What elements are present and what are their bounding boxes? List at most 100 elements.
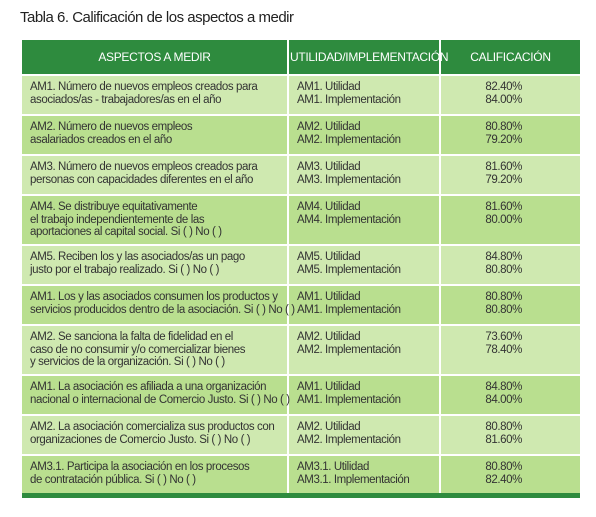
cell-line: 79.20% [485,173,522,186]
item-cell: AM5. Utilidad AM5. Implementación [287,244,441,286]
cell-line: AM4. Utilidad [297,201,361,213]
cell-line: justo por el trabajo realizado. Si ( ) N… [30,263,220,276]
cell-line: AM5. Reciben los y las asociados/as un p… [30,251,245,263]
cell-line: 73.60% [485,331,522,343]
score-cell: 80.80% 81.60% [439,414,580,456]
aspect-cell: AM2. Número de nuevos empleos asalariados… [22,114,289,156]
item-cell: AM2. Utilidad AM2. Implementación [287,414,441,456]
cell-line: AM1. Utilidad [297,291,361,303]
score-cell: 80.80% 80.80% [439,284,580,326]
cell-line: AM3. Número de nuevos empleos creados pa… [30,161,258,173]
cell-line: 84.00% [485,393,522,406]
cell-line: aportaciones al capital social. Si ( ) N… [30,226,222,238]
cell-line: AM2. La asociación comercializa sus prod… [30,421,275,433]
cell-line: 81.60% [485,161,522,173]
cell-line: AM1. Utilidad [297,81,361,93]
aspect-cell: AM2. La asociación comercializa sus prod… [22,414,289,456]
table-body: AM1. Número de nuevos empleos creados pa… [22,74,580,496]
cell-line: 81.60% [485,201,522,213]
column-header: UTILIDAD/IMPLEMENTACIÓN [287,40,449,76]
cell-line: AM5. Implementación [297,263,401,276]
item-cell: AM4. Utilidad AM4. Implementación [287,194,441,246]
cell-line: organizaciones de Comercio Justo. Si ( )… [30,433,251,446]
table-row: AM1. Los y las asociados consumen los pr… [22,284,580,326]
cell-line: 79.20% [485,133,522,146]
cell-line: AM2. Implementación [297,343,401,356]
score-cell: 80.80% 79.20% [439,114,580,156]
cell-line: AM2. Implementación [297,133,401,146]
table-row: AM5. Reciben los y las asociados/as un p… [22,244,580,286]
cell-line: 82.40% [485,81,522,93]
item-cell: AM1. Utilidad AM1. Implementación [287,374,441,416]
item-cell: AM2. Utilidad AM2. Implementación [287,114,441,156]
table: ASPECTOS A MEDIR UTILIDAD/IMPLEMENTACIÓN C… [22,40,580,498]
table-row: AM3. Número de nuevos empleos creados pa… [22,154,580,196]
cell-line: AM1. Los y las asociados consumen los pr… [30,291,278,303]
score-cell: 81.60% 79.20% [439,154,580,196]
cell-line: AM1. La asociación es afiliada a una org… [30,381,267,393]
cell-line: asociados/as - trabajadores/as en el año [30,93,222,106]
cell-line: asalariados creados en el año [30,133,172,146]
cell-line: servicios producidos dentro de la asocia… [30,303,295,316]
cell-line: AM2. Número de nuevos empleos [30,121,193,133]
cell-line: 84.80% [485,381,522,393]
cell-line: AM2. Implementación [297,433,401,446]
cell-line: 78.40% [485,343,522,356]
item-cell: AM2. Utilidad AM2. Implementación [287,324,441,376]
table-row: AM2. Se sanciona la falta de fidelidad e… [22,324,580,376]
score-cell: 84.80% 80.80% [439,244,580,286]
aspect-cell: AM3.1. Participa la asociación en los pr… [22,454,289,496]
cell-line: AM1. Implementación [297,93,401,106]
table-row: AM1. La asociación es afiliada a una org… [22,374,580,416]
cell-line: AM1. Número de nuevos empleos creados pa… [30,81,258,93]
cell-line: AM5. Utilidad [297,251,361,263]
table-row: AM3.1. Participa la asociación en los pr… [22,454,580,496]
column-header: ASPECTOS A MEDIR [22,40,289,76]
table-title: Tabla 6. Calificación de los aspectos a … [20,9,294,26]
aspect-cell: AM1. La asociación es afiliada a una org… [22,374,290,416]
cell-line: 80.80% [485,121,522,133]
cell-line: AM1. Implementación [297,303,401,316]
aspect-cell: AM2. Se sanciona la falta de fidelidad e… [22,324,289,376]
cell-line: AM3. Utilidad [297,161,361,173]
aspect-cell: AM4. Se distribuye equitativamente el tra… [22,194,289,246]
table-row: AM2. Número de nuevos empleos asalariados… [22,114,580,156]
cell-line: 80.80% [485,461,522,473]
item-cell: AM1. Utilidad AM1. Implementación [287,284,441,326]
aspect-cell: AM1. Número de nuevos empleos creados pa… [22,74,289,116]
score-cell: 81.60% 80.00% [439,194,580,246]
cell-line: AM3. Implementación [297,173,401,186]
cell-line: AM1. Implementación [297,393,401,406]
score-cell: 84.80% 84.00% [439,374,580,416]
item-cell: AM1. Utilidad AM1. Implementación [287,74,441,116]
cell-line: 80.80% [485,291,522,303]
cell-line: 81.60% [485,433,522,446]
header-row: ASPECTOS A MEDIR UTILIDAD/IMPLEMENTACIÓN C… [22,40,580,76]
cell-line: caso de no consumir y/o comercializar bi… [30,343,246,356]
cell-line: AM1. Utilidad [297,381,361,393]
cell-line: 80.00% [485,213,522,226]
cell-line: 80.80% [485,421,522,433]
cell-line: AM4. Se distribuye equitativamente [30,201,198,213]
aspect-cell: AM3. Número de nuevos empleos creados pa… [22,154,289,196]
table-row: AM1. Número de nuevos empleos creados pa… [22,74,580,116]
cell-line: 80.80% [485,303,522,316]
column-header: CALIFICACIÓN [439,40,580,76]
score-cell: 80.80% 82.40% [439,454,580,496]
cell-line: AM4. Implementación [297,213,401,226]
aspect-cell: AM1. Los y las asociados consumen los pr… [22,284,295,326]
cell-line: y servicios de la organización. Si ( ) N… [30,356,225,368]
cell-line: AM2. Utilidad [297,121,361,133]
score-cell: 82.40% 84.00% [439,74,580,116]
cell-line: 82.40% [485,473,522,486]
cell-line: AM3.1. Utilidad [297,461,369,473]
cell-line: el trabajo independientemente de las [30,213,205,226]
cell-line: 80.80% [485,263,522,276]
score-cell: 73.60% 78.40% [439,324,580,376]
cell-line: AM2. Utilidad [297,421,361,433]
cell-line: 84.80% [485,251,522,263]
table-row: AM4. Se distribuye equitativamente el tra… [22,194,580,246]
cell-line: personas con capacidades diferentes en e… [30,173,254,186]
item-cell: AM3. Utilidad AM3. Implementación [287,154,441,196]
